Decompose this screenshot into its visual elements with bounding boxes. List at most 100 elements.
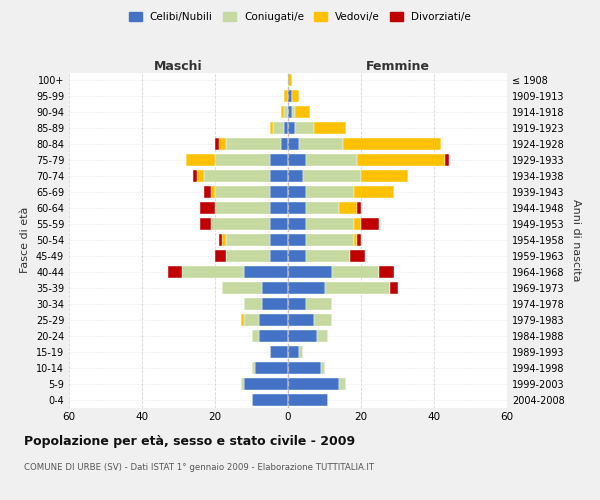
Bar	[295, 106, 310, 118]
Bar	[244, 378, 288, 390]
Bar	[390, 282, 398, 294]
Bar	[288, 122, 295, 134]
Bar	[284, 122, 288, 134]
Bar	[288, 74, 292, 86]
Bar	[306, 202, 339, 214]
Bar	[270, 186, 288, 198]
Bar	[288, 394, 328, 406]
Bar	[241, 314, 244, 326]
Bar	[215, 250, 226, 262]
Bar	[306, 154, 358, 166]
Bar	[288, 186, 306, 198]
Bar	[306, 250, 350, 262]
Bar	[292, 106, 295, 118]
Bar	[222, 234, 226, 246]
Bar	[211, 218, 270, 230]
Bar	[244, 266, 288, 278]
Bar	[255, 362, 288, 374]
Bar	[288, 234, 306, 246]
Text: COMUNE DI URBE (SV) - Dati ISTAT 1° gennaio 2009 - Elaborazione TUTTITALIA.IT: COMUNE DI URBE (SV) - Dati ISTAT 1° genn…	[24, 462, 374, 471]
Legend: Celibi/Nubili, Coniugati/e, Vedovi/e, Divorziati/e: Celibi/Nubili, Coniugati/e, Vedovi/e, Di…	[125, 8, 475, 26]
Bar	[284, 106, 288, 118]
Bar	[288, 298, 306, 310]
Bar	[270, 218, 288, 230]
Bar	[281, 106, 284, 118]
Bar	[358, 154, 445, 166]
Bar	[358, 234, 361, 246]
Bar	[358, 202, 361, 214]
Bar	[292, 90, 299, 102]
Bar	[445, 154, 449, 166]
Bar	[251, 394, 288, 406]
Bar	[288, 170, 302, 182]
Bar	[215, 186, 270, 198]
Bar	[226, 250, 270, 262]
Bar	[226, 234, 270, 246]
Bar	[361, 170, 409, 182]
Bar	[270, 234, 288, 246]
Bar	[262, 282, 288, 294]
Bar	[204, 170, 270, 182]
Bar	[321, 362, 325, 374]
Bar	[197, 170, 204, 182]
Bar	[339, 378, 346, 390]
Bar	[215, 138, 218, 150]
Bar	[288, 266, 332, 278]
Bar	[274, 122, 284, 134]
Bar	[354, 234, 358, 246]
Bar	[288, 282, 325, 294]
Bar	[288, 138, 299, 150]
Bar	[251, 330, 259, 342]
Bar	[288, 346, 299, 358]
Bar	[244, 314, 259, 326]
Bar	[270, 170, 288, 182]
Bar	[339, 202, 358, 214]
Bar	[251, 362, 255, 374]
Bar	[222, 282, 262, 294]
Bar	[350, 250, 365, 262]
Bar	[288, 218, 306, 230]
Bar	[270, 154, 288, 166]
Bar	[259, 314, 288, 326]
Bar	[200, 218, 211, 230]
Bar	[332, 266, 379, 278]
Bar	[314, 314, 332, 326]
Bar	[218, 138, 226, 150]
Bar	[288, 250, 306, 262]
Bar	[354, 218, 361, 230]
Bar	[317, 330, 328, 342]
Bar	[193, 170, 197, 182]
Bar	[204, 186, 211, 198]
Bar	[306, 298, 332, 310]
Bar	[288, 378, 339, 390]
Bar	[288, 330, 317, 342]
Bar	[361, 218, 379, 230]
Y-axis label: Fasce di età: Fasce di età	[20, 207, 30, 273]
Text: Femmine: Femmine	[365, 60, 430, 72]
Bar	[182, 266, 244, 278]
Bar	[299, 138, 343, 150]
Bar	[215, 154, 270, 166]
Bar	[270, 202, 288, 214]
Bar	[343, 138, 442, 150]
Bar	[325, 282, 390, 294]
Bar	[299, 346, 302, 358]
Bar	[259, 330, 288, 342]
Bar	[244, 298, 262, 310]
Bar	[270, 250, 288, 262]
Bar	[167, 266, 182, 278]
Bar	[200, 202, 215, 214]
Bar	[306, 234, 354, 246]
Bar	[262, 298, 288, 310]
Bar	[215, 202, 270, 214]
Bar	[302, 170, 361, 182]
Bar	[270, 122, 274, 134]
Text: Maschi: Maschi	[154, 60, 203, 72]
Bar	[241, 378, 244, 390]
Bar	[306, 218, 354, 230]
Bar	[314, 122, 346, 134]
Bar	[354, 186, 394, 198]
Bar	[288, 362, 321, 374]
Bar	[186, 154, 215, 166]
Bar	[306, 186, 354, 198]
